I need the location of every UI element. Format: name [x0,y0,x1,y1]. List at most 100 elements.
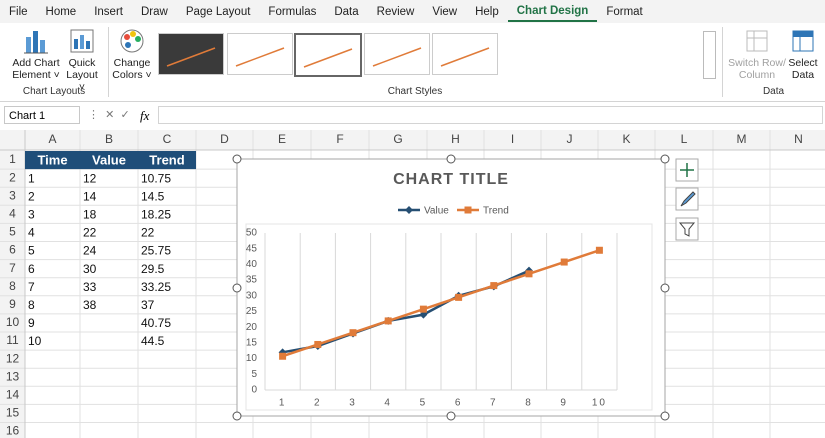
group-label: Chart Styles [387,86,443,97]
cell: 10.75 [141,171,171,185]
cell: 44.5 [141,334,165,348]
cell: 12 [83,171,97,185]
column-header: E [278,132,286,146]
resize-handle[interactable] [232,411,242,421]
cell: 22 [141,226,155,240]
select-data-button[interactable]: Select Data [786,27,820,81]
resize-handle[interactable] [446,154,456,164]
add-chart-element-button[interactable]: Add Chart Element ˅ [8,27,64,81]
switch-row-column-button[interactable]: Switch Row/ Column [728,27,786,81]
cell: 14 [83,189,97,203]
x-tick-label: 4 [384,398,392,409]
row-header: 11 [6,333,19,347]
column-header: F [336,132,343,146]
column-header: G [393,132,402,146]
ribbon-tab[interactable]: Help [475,5,499,18]
resize-handle[interactable] [232,283,242,293]
group-label: Chart Layouts [22,86,86,97]
marker [314,340,322,348]
style-thumbnail[interactable] [364,33,430,75]
column-header: H [451,132,460,146]
row-header: 7 [9,261,16,275]
column-header: C [163,132,172,146]
style-thumbnail[interactable] [294,33,362,77]
row-header: 1 [9,152,16,166]
row-header: 6 [9,243,16,257]
button-label: Quick Layout [66,57,98,81]
formula-input[interactable] [158,106,823,124]
button-label: Select Data [788,57,818,81]
gallery-scroll[interactable] [703,31,716,79]
x-tick-label: 5 [420,398,428,409]
row-header: 4 [9,207,16,221]
marker [490,282,498,290]
style-thumbnail[interactable] [227,33,293,75]
separator [722,27,723,97]
cell: 33.25 [141,280,171,294]
style-thumbnail[interactable] [432,33,498,75]
resize-handle[interactable] [660,154,670,164]
quick-layout-button[interactable]: Quick Layout ˅ [62,27,102,93]
icon [680,191,696,207]
y-tick-label: 30 [246,290,258,301]
y-tick-label: 5 [251,369,257,380]
column-header: N [794,132,803,146]
series-line [282,249,600,358]
row-header: 5 [9,225,16,239]
ribbon-tab[interactable]: Format [606,5,643,18]
column-header: A [48,132,56,146]
cell: 8 [28,298,35,312]
style-thumbnail[interactable] [158,33,224,75]
ribbon-tab[interactable]: Home [45,5,77,18]
ribbon-tab[interactable]: Page Layout [185,5,251,18]
resize-handle[interactable] [660,411,670,421]
ribbon-tab[interactable]: Draw [140,5,168,18]
marker [349,329,357,337]
header-cell [25,151,80,170]
column-header: M [737,132,747,146]
row-header: 15 [6,406,20,420]
x-tick-label: 7 [490,398,498,409]
x-tick-label: 2 [314,398,322,409]
row-header: 3 [9,188,16,202]
ribbon-tab[interactable]: Chart Design [507,2,598,22]
column-header: J [567,132,573,146]
x-tick-label: 3 [349,398,357,409]
resize-handle[interactable] [660,283,670,293]
ribbon-tab[interactable]: View [432,5,458,18]
row-header: 16 [6,424,20,438]
column-header: D [220,132,229,146]
y-tick-label: 20 [246,322,258,333]
x-tick-label: 6 [455,398,463,409]
column-header: B [105,132,113,146]
cell: 7 [28,280,35,294]
chart-area [236,158,666,417]
column-header: K [622,132,630,146]
marker [455,293,463,301]
cell: 2 [28,189,35,203]
plot-area [245,223,653,411]
ribbon-tab[interactable]: Insert [94,5,123,18]
ribbon-tab[interactable]: Data [334,5,359,18]
x-tick-label: 8 [525,398,533,409]
function-icon[interactable]: fx [140,108,150,123]
ribbon-tab[interactable]: Formulas [268,5,317,18]
marker [384,317,392,325]
group-label: Data [762,86,785,97]
change-colors-button[interactable]: Change Colors ˅ [112,27,152,81]
cell: 18 [83,208,97,222]
resize-handle[interactable] [232,154,242,164]
ribbon-tab[interactable]: Review [376,5,415,18]
column-header: L [681,132,688,146]
legend-label: Trend [483,206,509,217]
ribbon-tab[interactable]: File [9,5,28,18]
name-box[interactable]: Chart 1 [4,106,80,124]
separator [108,27,109,97]
icon [70,29,94,53]
cell: 25.75 [141,244,171,258]
resize-handle[interactable] [446,411,456,421]
cell: 6 [28,262,35,276]
y-tick-label: 40 [246,259,258,270]
legend-label: Value [424,206,449,217]
y-tick-label: 45 [246,243,258,254]
